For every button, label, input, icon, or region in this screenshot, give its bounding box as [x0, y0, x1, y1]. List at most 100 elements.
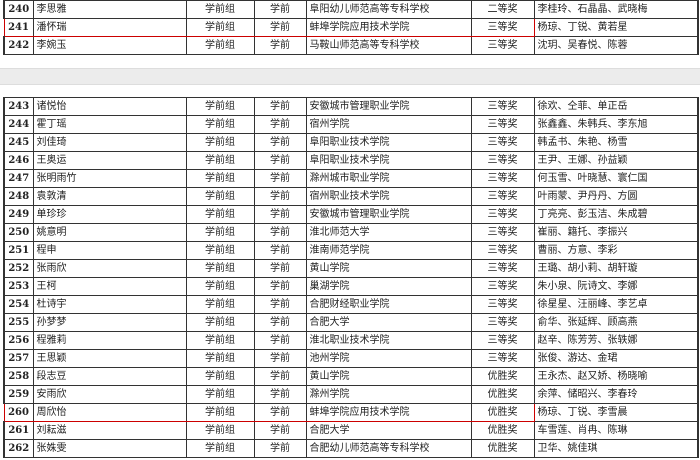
- advisors-cell: 赵辛、陈芳芳、张轶娜: [533, 331, 699, 350]
- award-cell: 三等奖: [470, 277, 535, 296]
- major-cell: 学前: [253, 151, 307, 170]
- group-cell: 学前组: [185, 151, 255, 170]
- award-cell: 三等奖: [470, 36, 535, 55]
- table-row: 254 杜诗宇 学前组 学前 合肥财经职业学院 三等奖 徐星星、汪丽峰、李艺卓: [3, 295, 699, 314]
- row-number: 258: [3, 367, 34, 386]
- table-row: 253 王柯 学前组 学前 巢湖学院 三等奖 朱小泉、阮诗文、李娜: [3, 277, 699, 296]
- table-row: 261 刘耘滋 学前组 学前 合肥大学 优胜奖 车雪莲、肖冉、陈琳: [3, 421, 699, 440]
- table-row: 246 王奥运 学前组 学前 阜阳职业技术学院 三等奖 王尹、王娜、孙益颖: [3, 151, 699, 170]
- award-cell: 三等奖: [470, 133, 535, 152]
- award-cell: 三等奖: [470, 187, 535, 206]
- school-cell: 蚌埠学院应用技术学院: [305, 18, 472, 37]
- table-row: 255 孙梦梦 学前组 学前 合肥大学 三等奖 俞华、张延辉、顾高燕: [3, 313, 699, 332]
- row-number: 255: [3, 313, 34, 332]
- award-cell: 三等奖: [470, 223, 535, 242]
- table-row: 243 诸悦怡 学前组 学前 安徽城市管理职业学院 三等奖 徐欢、仝菲、单正岳: [3, 97, 699, 116]
- group-cell: 学前组: [185, 133, 255, 152]
- row-number: 243: [3, 97, 34, 116]
- group-cell: 学前组: [185, 313, 255, 332]
- table-row: 258 段志豆 学前组 学前 黄山学院 优胜奖 王永杰、赵又娇、杨晓喻: [3, 367, 699, 386]
- student-name: 段志豆: [32, 367, 187, 386]
- table-row: 260 周欣怡 学前组 学前 蚌埠学院应用技术学院 优胜奖 杨琼、丁锐、李雪晨: [3, 403, 699, 422]
- award-cell: 三等奖: [470, 331, 535, 350]
- advisors-cell: 徐星星、汪丽峰、李艺卓: [533, 295, 699, 314]
- school-cell: 淮南师范学院: [305, 241, 472, 260]
- group-cell: 学前组: [185, 205, 255, 224]
- school-cell: 合肥幼儿师范高等专科学校: [305, 439, 472, 458]
- row-number: 244: [3, 115, 34, 134]
- major-cell: 学前: [253, 241, 307, 260]
- row-number: 260: [3, 403, 34, 422]
- student-name: 袁敦清: [32, 187, 187, 206]
- award-cell: 三等奖: [470, 97, 535, 116]
- school-cell: 巢湖学院: [305, 277, 472, 296]
- advisors-cell: 王尹、王娜、孙益颖: [533, 151, 699, 170]
- school-cell: 安徽城市管理职业学院: [305, 97, 472, 116]
- school-cell: 滁州学院: [305, 385, 472, 404]
- major-cell: 学前: [253, 187, 307, 206]
- school-cell: 合肥大学: [305, 421, 472, 440]
- award-cell: 三等奖: [470, 349, 535, 368]
- row-number: 254: [3, 295, 34, 314]
- group-cell: 学前组: [185, 18, 255, 37]
- row-number: 256: [3, 331, 34, 350]
- award-cell: 三等奖: [470, 18, 535, 37]
- major-cell: 学前: [253, 36, 307, 55]
- school-cell: 池州学院: [305, 349, 472, 368]
- award-cell: 优胜奖: [470, 421, 535, 440]
- row-number: 246: [3, 151, 34, 170]
- table-row: 256 程雅莉 学前组 学前 淮北职业技术学院 三等奖 赵辛、陈芳芳、张轶娜: [3, 331, 699, 350]
- major-cell: 学前: [253, 385, 307, 404]
- student-name: 杜诗宇: [32, 295, 187, 314]
- group-cell: 学前组: [185, 36, 255, 55]
- major-cell: 学前: [253, 18, 307, 37]
- student-name: 王奥运: [32, 151, 187, 170]
- school-cell: 马鞍山师范高等专科学校: [305, 36, 472, 55]
- table-row: 248 袁敦清 学前组 学前 宿州职业技术学院 三等奖 叶雨蒙、尹丹丹、方圆: [3, 187, 699, 206]
- major-cell: 学前: [253, 421, 307, 440]
- table-row: 262 张姝雯 学前组 学前 合肥幼儿师范高等专科学校 优胜奖 卫华、姚佳琪: [3, 439, 699, 458]
- advisors-cell: 俞华、张延辉、顾高燕: [533, 313, 699, 332]
- school-cell: 宿州职业技术学院: [305, 187, 472, 206]
- table-row: 252 张雨欣 学前组 学前 黄山学院 三等奖 王璐、胡小莉、胡轩璇: [3, 259, 699, 278]
- major-cell: 学前: [253, 223, 307, 242]
- row-number: 250: [3, 223, 34, 242]
- student-name: 刘耘滋: [32, 421, 187, 440]
- table-row: 250 姚意明 学前组 学前 淮北师范大学 三等奖 崔丽、籍托、李振兴: [3, 223, 699, 242]
- group-cell: 学前组: [185, 349, 255, 368]
- major-cell: 学前: [253, 403, 307, 422]
- major-cell: 学前: [253, 313, 307, 332]
- student-name: 张雨欣: [32, 259, 187, 278]
- row-number: 253: [3, 277, 34, 296]
- advisors-cell: 曹丽、方意、李彩: [533, 241, 699, 260]
- school-cell: 安徽城市管理职业学院: [305, 205, 472, 224]
- major-cell: 学前: [253, 259, 307, 278]
- advisors-cell: 车雪莲、肖冉、陈琳: [533, 421, 699, 440]
- school-cell: 合肥大学: [305, 313, 472, 332]
- student-name: 孙梦梦: [32, 313, 187, 332]
- group-cell: 学前组: [185, 97, 255, 116]
- major-cell: 学前: [253, 0, 307, 19]
- advisors-cell: 朱小泉、阮诗文、李娜: [533, 277, 699, 296]
- group-cell: 学前组: [185, 367, 255, 386]
- student-name: 霍丁瑶: [32, 115, 187, 134]
- group-cell: 学前组: [185, 439, 255, 458]
- table-row: 257 王思颖 学前组 学前 池州学院 三等奖 张俊、游达、金珺: [3, 349, 699, 368]
- advisors-cell: 徐欢、仝菲、单正岳: [533, 97, 699, 116]
- student-name: 张明雨竹: [32, 169, 187, 188]
- row-number: 261: [3, 421, 34, 440]
- advisors-cell: 何玉雪、叶晓慧、寰仁国: [533, 169, 699, 188]
- advisors-cell: 余萍、储昭兴、李春玲: [533, 385, 699, 404]
- group-cell: 学前组: [185, 403, 255, 422]
- student-name: 李婉玉: [32, 36, 187, 55]
- school-cell: 黄山学院: [305, 259, 472, 278]
- major-cell: 学前: [253, 277, 307, 296]
- advisors-cell: 杨琼、丁锐、李雪晨: [533, 403, 699, 422]
- page-break-gap: [0, 68, 700, 85]
- table-row: 242 李婉玉 学前组 学前 马鞍山师范高等专科学校 三等奖 沈玥、吴春悦、陈蓉: [3, 36, 699, 55]
- advisors-cell: 叶雨蒙、尹丹丹、方圆: [533, 187, 699, 206]
- award-cell: 三等奖: [470, 313, 535, 332]
- row-number: 249: [3, 205, 34, 224]
- school-cell: 黄山学院: [305, 367, 472, 386]
- table-row: 245 刘佳琦 学前组 学前 阜阳职业技术学院 三等奖 韩孟书、朱艳、杨雪: [3, 133, 699, 152]
